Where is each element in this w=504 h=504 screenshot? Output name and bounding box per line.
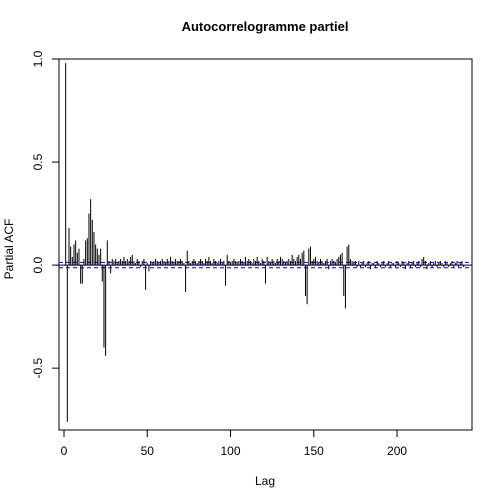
y-axis: -0.5 0.0 0.5 1.0 <box>31 50 59 379</box>
x-axis-label: Lag <box>255 474 275 488</box>
y-tick-label: -0.5 <box>31 358 45 379</box>
x-tick-label: 150 <box>304 444 324 458</box>
y-tick-label: 1.0 <box>31 50 45 67</box>
plot-frame <box>58 58 473 431</box>
x-tick-label: 100 <box>221 444 241 458</box>
y-axis-label: Partial ACF <box>2 219 16 280</box>
x-tick-label: 0 <box>61 444 68 458</box>
x-tick-label: 200 <box>387 444 407 458</box>
x-tick-label: 50 <box>141 444 155 458</box>
pacf-spikes <box>65 63 465 422</box>
y-tick-label: 0.0 <box>31 256 45 273</box>
chart-title: Autocorrelogramme partiel <box>182 19 349 34</box>
y-tick-label: 0.5 <box>31 153 45 170</box>
x-axis: 0 50 100 150 200 <box>61 430 407 458</box>
